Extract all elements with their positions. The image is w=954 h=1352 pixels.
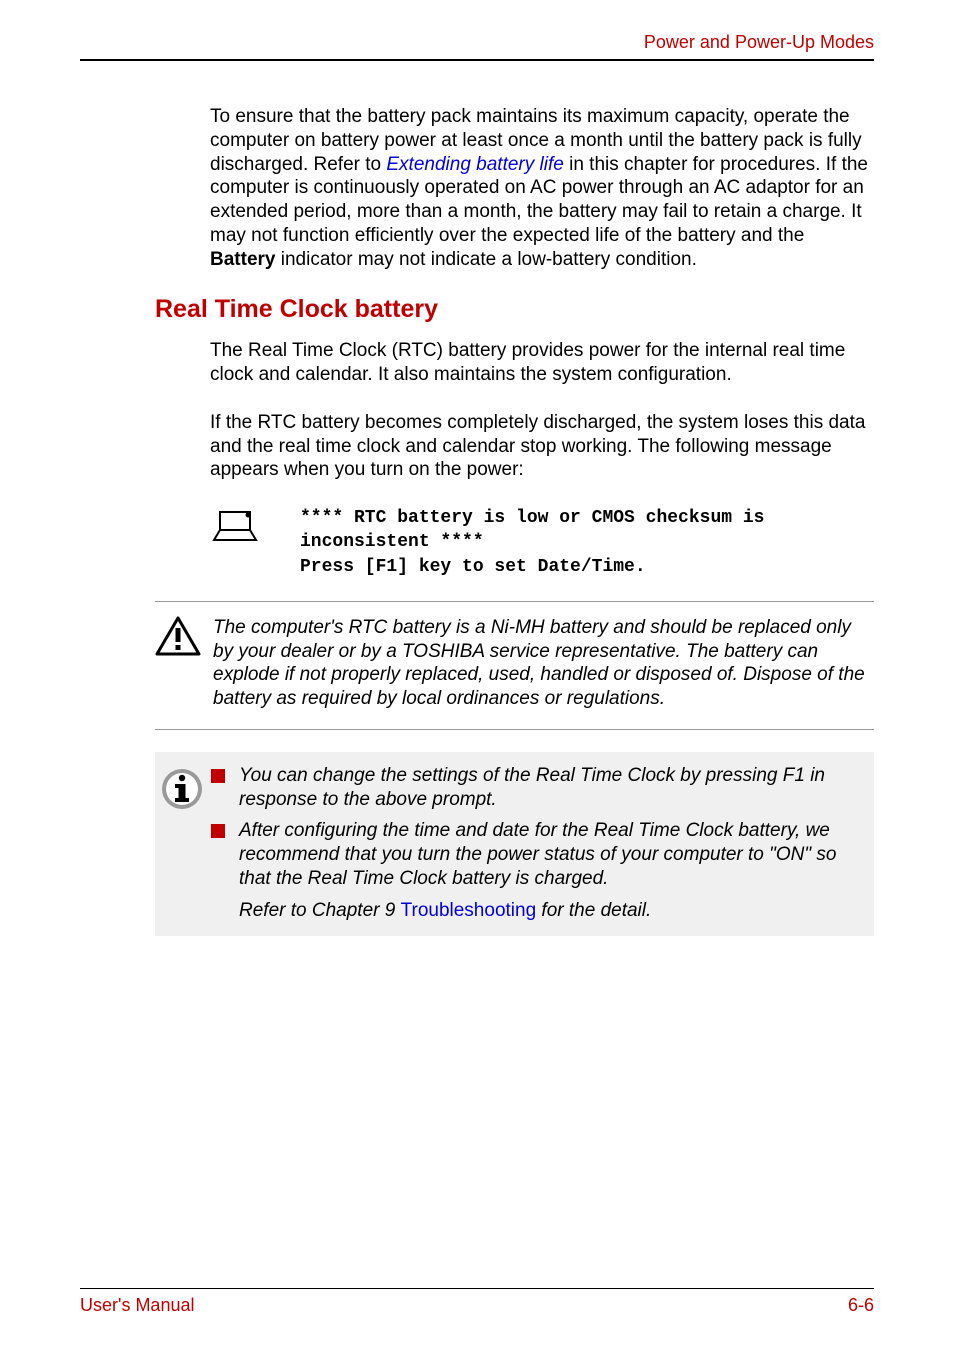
info-bullet-1-text: You can change the settings of the Real … (239, 764, 864, 812)
rtc-para-1: The Real Time Clock (RTC) battery provid… (210, 339, 874, 387)
intro-paragraph: To ensure that the battery pack maintain… (210, 105, 874, 271)
warning-icon (155, 616, 201, 661)
troubleshooting-link[interactable]: Troubleshooting (401, 900, 537, 921)
refer-pre: Refer to Chapter 9 (239, 900, 401, 921)
refer-line: Refer to Chapter 9 Troubleshooting for t… (239, 899, 864, 923)
laptop-icon (210, 508, 260, 549)
rtc-para-2: If the RTC battery becomes completely di… (210, 411, 874, 482)
battery-bold: Battery (210, 249, 275, 270)
page-footer: User's Manual 6-6 (80, 1288, 874, 1316)
info-block: You can change the settings of the Real … (155, 752, 874, 937)
footer-page-number: 6-6 (848, 1295, 874, 1316)
info-bullet-1: You can change the settings of the Real … (211, 764, 864, 812)
info-content: You can change the settings of the Real … (211, 764, 864, 923)
warning-block: The computer's RTC battery is a Ni-MH ba… (155, 601, 874, 730)
code-line-1: **** RTC battery is low or CMOS checksum… (300, 506, 874, 555)
warning-text: The computer's RTC battery is a Ni-MH ba… (213, 616, 874, 711)
intro-text-tail: indicator may not indicate a low-battery… (275, 249, 696, 270)
square-bullet-icon (211, 824, 225, 838)
system-message-text: **** RTC battery is low or CMOS checksum… (300, 506, 874, 579)
info-icon (159, 766, 205, 817)
square-bullet-icon (211, 769, 225, 783)
rtc-heading: Real Time Clock battery (155, 295, 874, 324)
code-line-2: Press [F1] key to set Date/Time. (300, 555, 874, 579)
info-bullet-2: After configuring the time and date for … (211, 819, 864, 890)
system-message-note: **** RTC battery is low or CMOS checksum… (210, 506, 874, 579)
footer-left: User's Manual (80, 1295, 194, 1316)
extending-battery-life-link[interactable]: Extending battery life (386, 154, 563, 175)
info-bullet-2-text: After configuring the time and date for … (239, 819, 864, 890)
page-header-label: Power and Power-Up Modes (80, 32, 874, 61)
refer-post: for the detail. (536, 900, 651, 921)
